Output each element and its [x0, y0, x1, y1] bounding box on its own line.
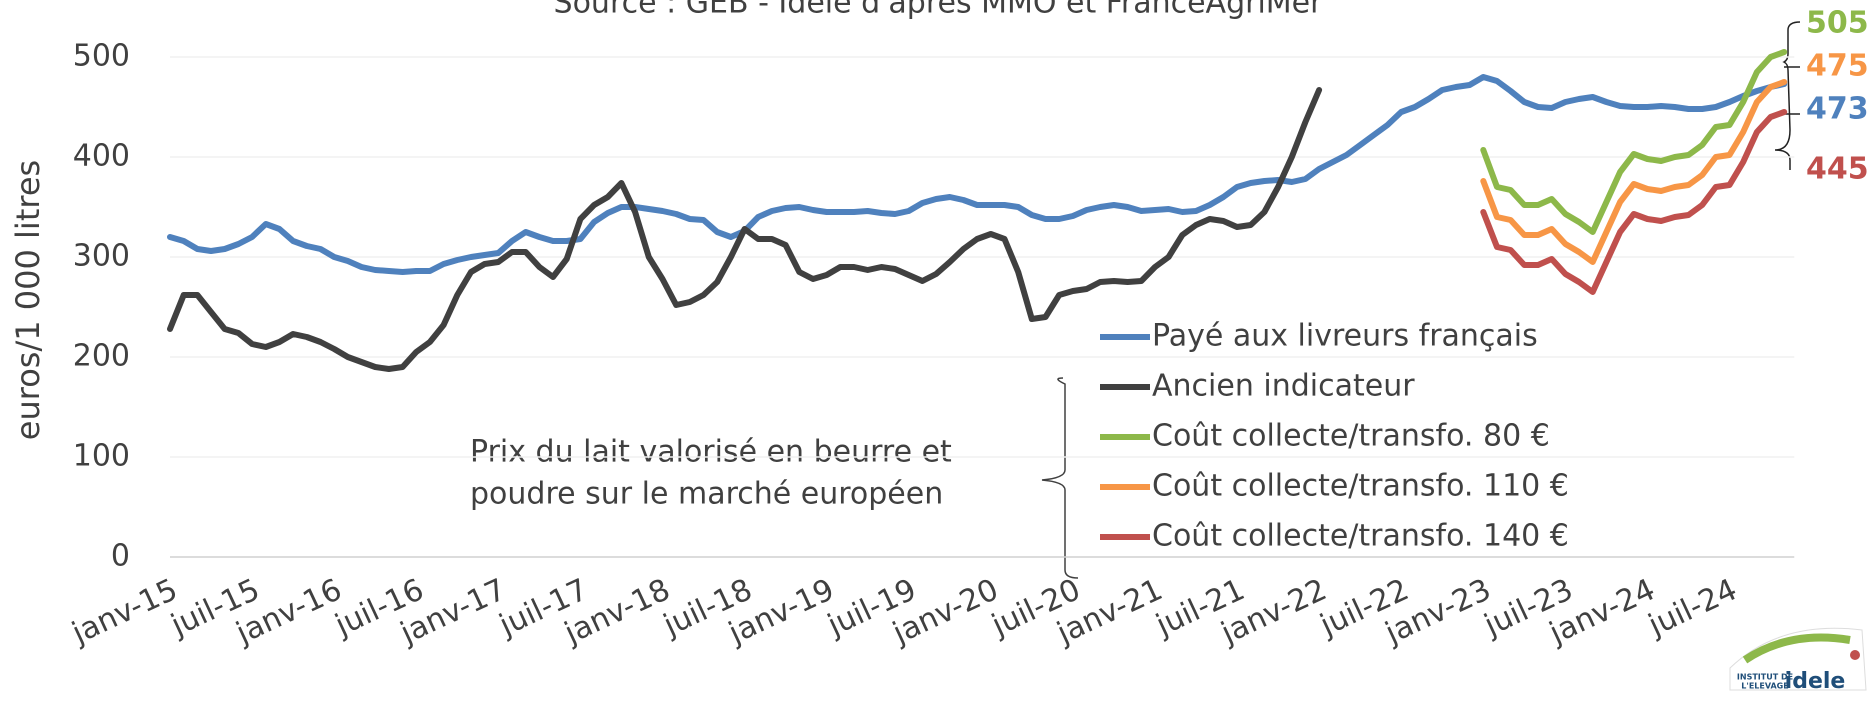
logo-brand: idele — [1785, 669, 1846, 694]
line-series — [167, 87, 1323, 372]
legend-label: Payé aux livreurs français — [1152, 319, 1538, 354]
legend-label: Ancien indicateur — [1152, 369, 1415, 404]
line-series — [167, 74, 1788, 275]
legend-label: Coût collecte/transfo. 80 € — [1152, 419, 1550, 454]
logo-text: L'ELEVAGE — [1741, 682, 1788, 691]
end-value-label: 505 — [1806, 6, 1869, 41]
end-brace — [1784, 66, 1800, 115]
legend-brace — [1041, 377, 1079, 579]
end-value-label: 473 — [1806, 92, 1869, 127]
logo-text: INSTITUT DE — [1737, 673, 1793, 682]
end-brace — [1774, 21, 1801, 170]
end-value-label: 445 — [1806, 152, 1869, 187]
chart-subtitle: Source : GEB - Idele d'après MMO et Fran… — [554, 0, 1324, 21]
x-tick-label: juil-24 — [1642, 572, 1742, 643]
y-tick-label: 0 — [111, 539, 130, 574]
legend-label: Coût collecte/transfo. 110 € — [1152, 469, 1569, 504]
y-axis-label: euros/1 000 litres — [9, 160, 47, 440]
line-series — [1480, 49, 1788, 235]
annotation: Prix du lait valorisé en beurre et — [470, 435, 952, 470]
annotation: poudre sur le marché européen — [470, 477, 943, 512]
logo-dot — [1850, 650, 1860, 660]
line-series — [1480, 109, 1788, 295]
legend-label: Coût collecte/transfo. 140 € — [1152, 519, 1569, 554]
y-tick-label: 100 — [73, 439, 130, 474]
y-tick-label: 300 — [73, 239, 130, 274]
logo-badge — [1729, 627, 1867, 691]
logo-swoosh — [1742, 633, 1851, 664]
y-tick-label: 200 — [73, 339, 130, 374]
y-tick-label: 400 — [73, 139, 130, 174]
line-series — [1480, 79, 1788, 265]
y-tick-label: 500 — [73, 39, 130, 74]
end-value-label: 475 — [1806, 49, 1869, 84]
logo: INSTITUT DE L'ELEVAGE idele — [1729, 627, 1867, 694]
